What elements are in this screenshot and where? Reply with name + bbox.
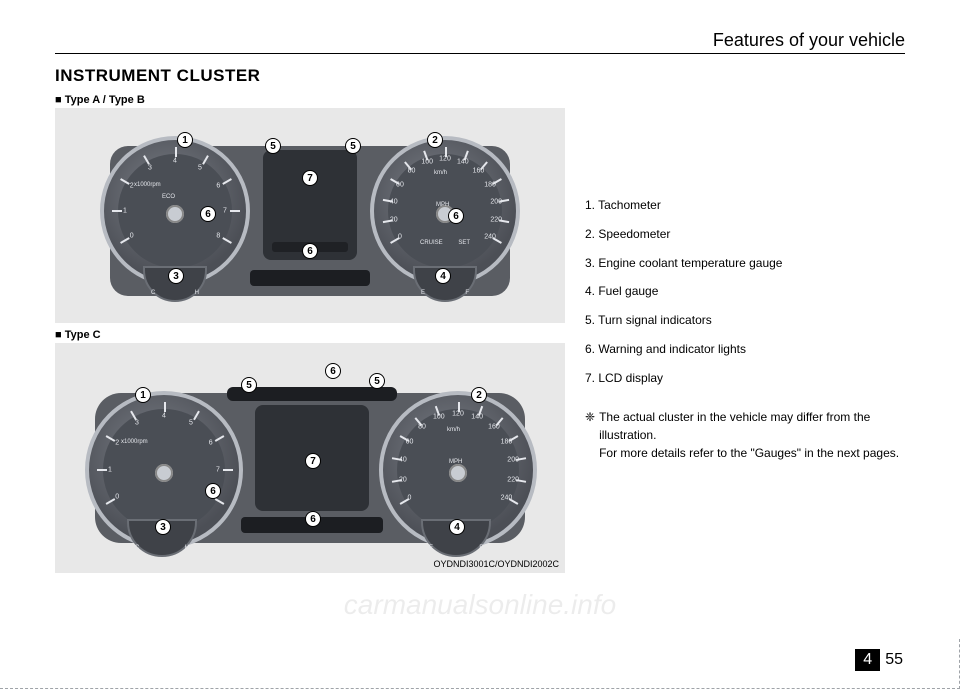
watermark: carmanualsonline.info xyxy=(344,589,616,621)
page-footer: 4 55 xyxy=(855,649,905,671)
figure-type-ab: ■ Type A / Type B 012345678 x1000rpm xyxy=(55,94,565,323)
callout-6: 6 xyxy=(302,243,318,259)
callout-5: 5 xyxy=(345,138,361,154)
callout-1: 1 xyxy=(177,132,193,148)
page-header: Features of your vehicle xyxy=(55,30,905,54)
callout-2: 2 xyxy=(471,387,487,403)
speedometer-gauge: 020406080100120140160180200220240 km/h M… xyxy=(370,136,520,286)
page-number: 55 xyxy=(883,651,905,671)
legend-item: 3. Engine coolant temperature gauge xyxy=(585,252,905,275)
legend-item: 6. Warning and indicator lights xyxy=(585,338,905,361)
callout-4: 4 xyxy=(449,519,465,535)
callout-7: 7 xyxy=(305,453,321,469)
legend-item: 1. Tachometer xyxy=(585,194,905,217)
callout-5: 5 xyxy=(241,377,257,393)
tachometer-gauge: 012345678 x1000rpm ECO xyxy=(100,136,250,286)
callout-5: 5 xyxy=(265,138,281,154)
callout-6: 6 xyxy=(205,483,221,499)
callout-7: 7 xyxy=(302,170,318,186)
callout-6: 6 xyxy=(305,511,321,527)
section-title: Features of your vehicle xyxy=(713,30,905,50)
legend-item: 2. Speedometer xyxy=(585,223,905,246)
legend-item: 4. Fuel gauge xyxy=(585,280,905,303)
callout-2: 2 xyxy=(427,132,443,148)
figure-label-c: ■ Type C xyxy=(55,329,565,341)
legend-item: 5. Turn signal indicators xyxy=(585,309,905,332)
chapter-number: 4 xyxy=(855,649,880,671)
figure-type-c: ■ Type C 012345678 x1000rpm xyxy=(55,329,565,573)
legend-item: 7. LCD display xyxy=(585,367,905,390)
image-reference-code: OYDNDI3001C/OYDNDI2002C xyxy=(433,559,559,569)
note: ❈ The actual cluster in the vehicle may … xyxy=(585,408,905,462)
section-heading: INSTRUMENT CLUSTER xyxy=(55,66,905,86)
callout-5: 5 xyxy=(369,373,385,389)
legend-list: 1. Tachometer 2. Speedometer 3. Engine coo… xyxy=(585,194,905,390)
callout-3: 3 xyxy=(168,268,184,284)
callout-6: 6 xyxy=(448,208,464,224)
callout-6: 6 xyxy=(200,206,216,222)
callout-6: 6 xyxy=(325,363,341,379)
note-symbol: ❈ xyxy=(585,408,595,462)
figure-label-ab: ■ Type A / Type B xyxy=(55,94,565,106)
callout-3: 3 xyxy=(155,519,171,535)
callout-4: 4 xyxy=(435,268,451,284)
note-text: The actual cluster in the vehicle may di… xyxy=(599,408,905,462)
callout-1: 1 xyxy=(135,387,151,403)
